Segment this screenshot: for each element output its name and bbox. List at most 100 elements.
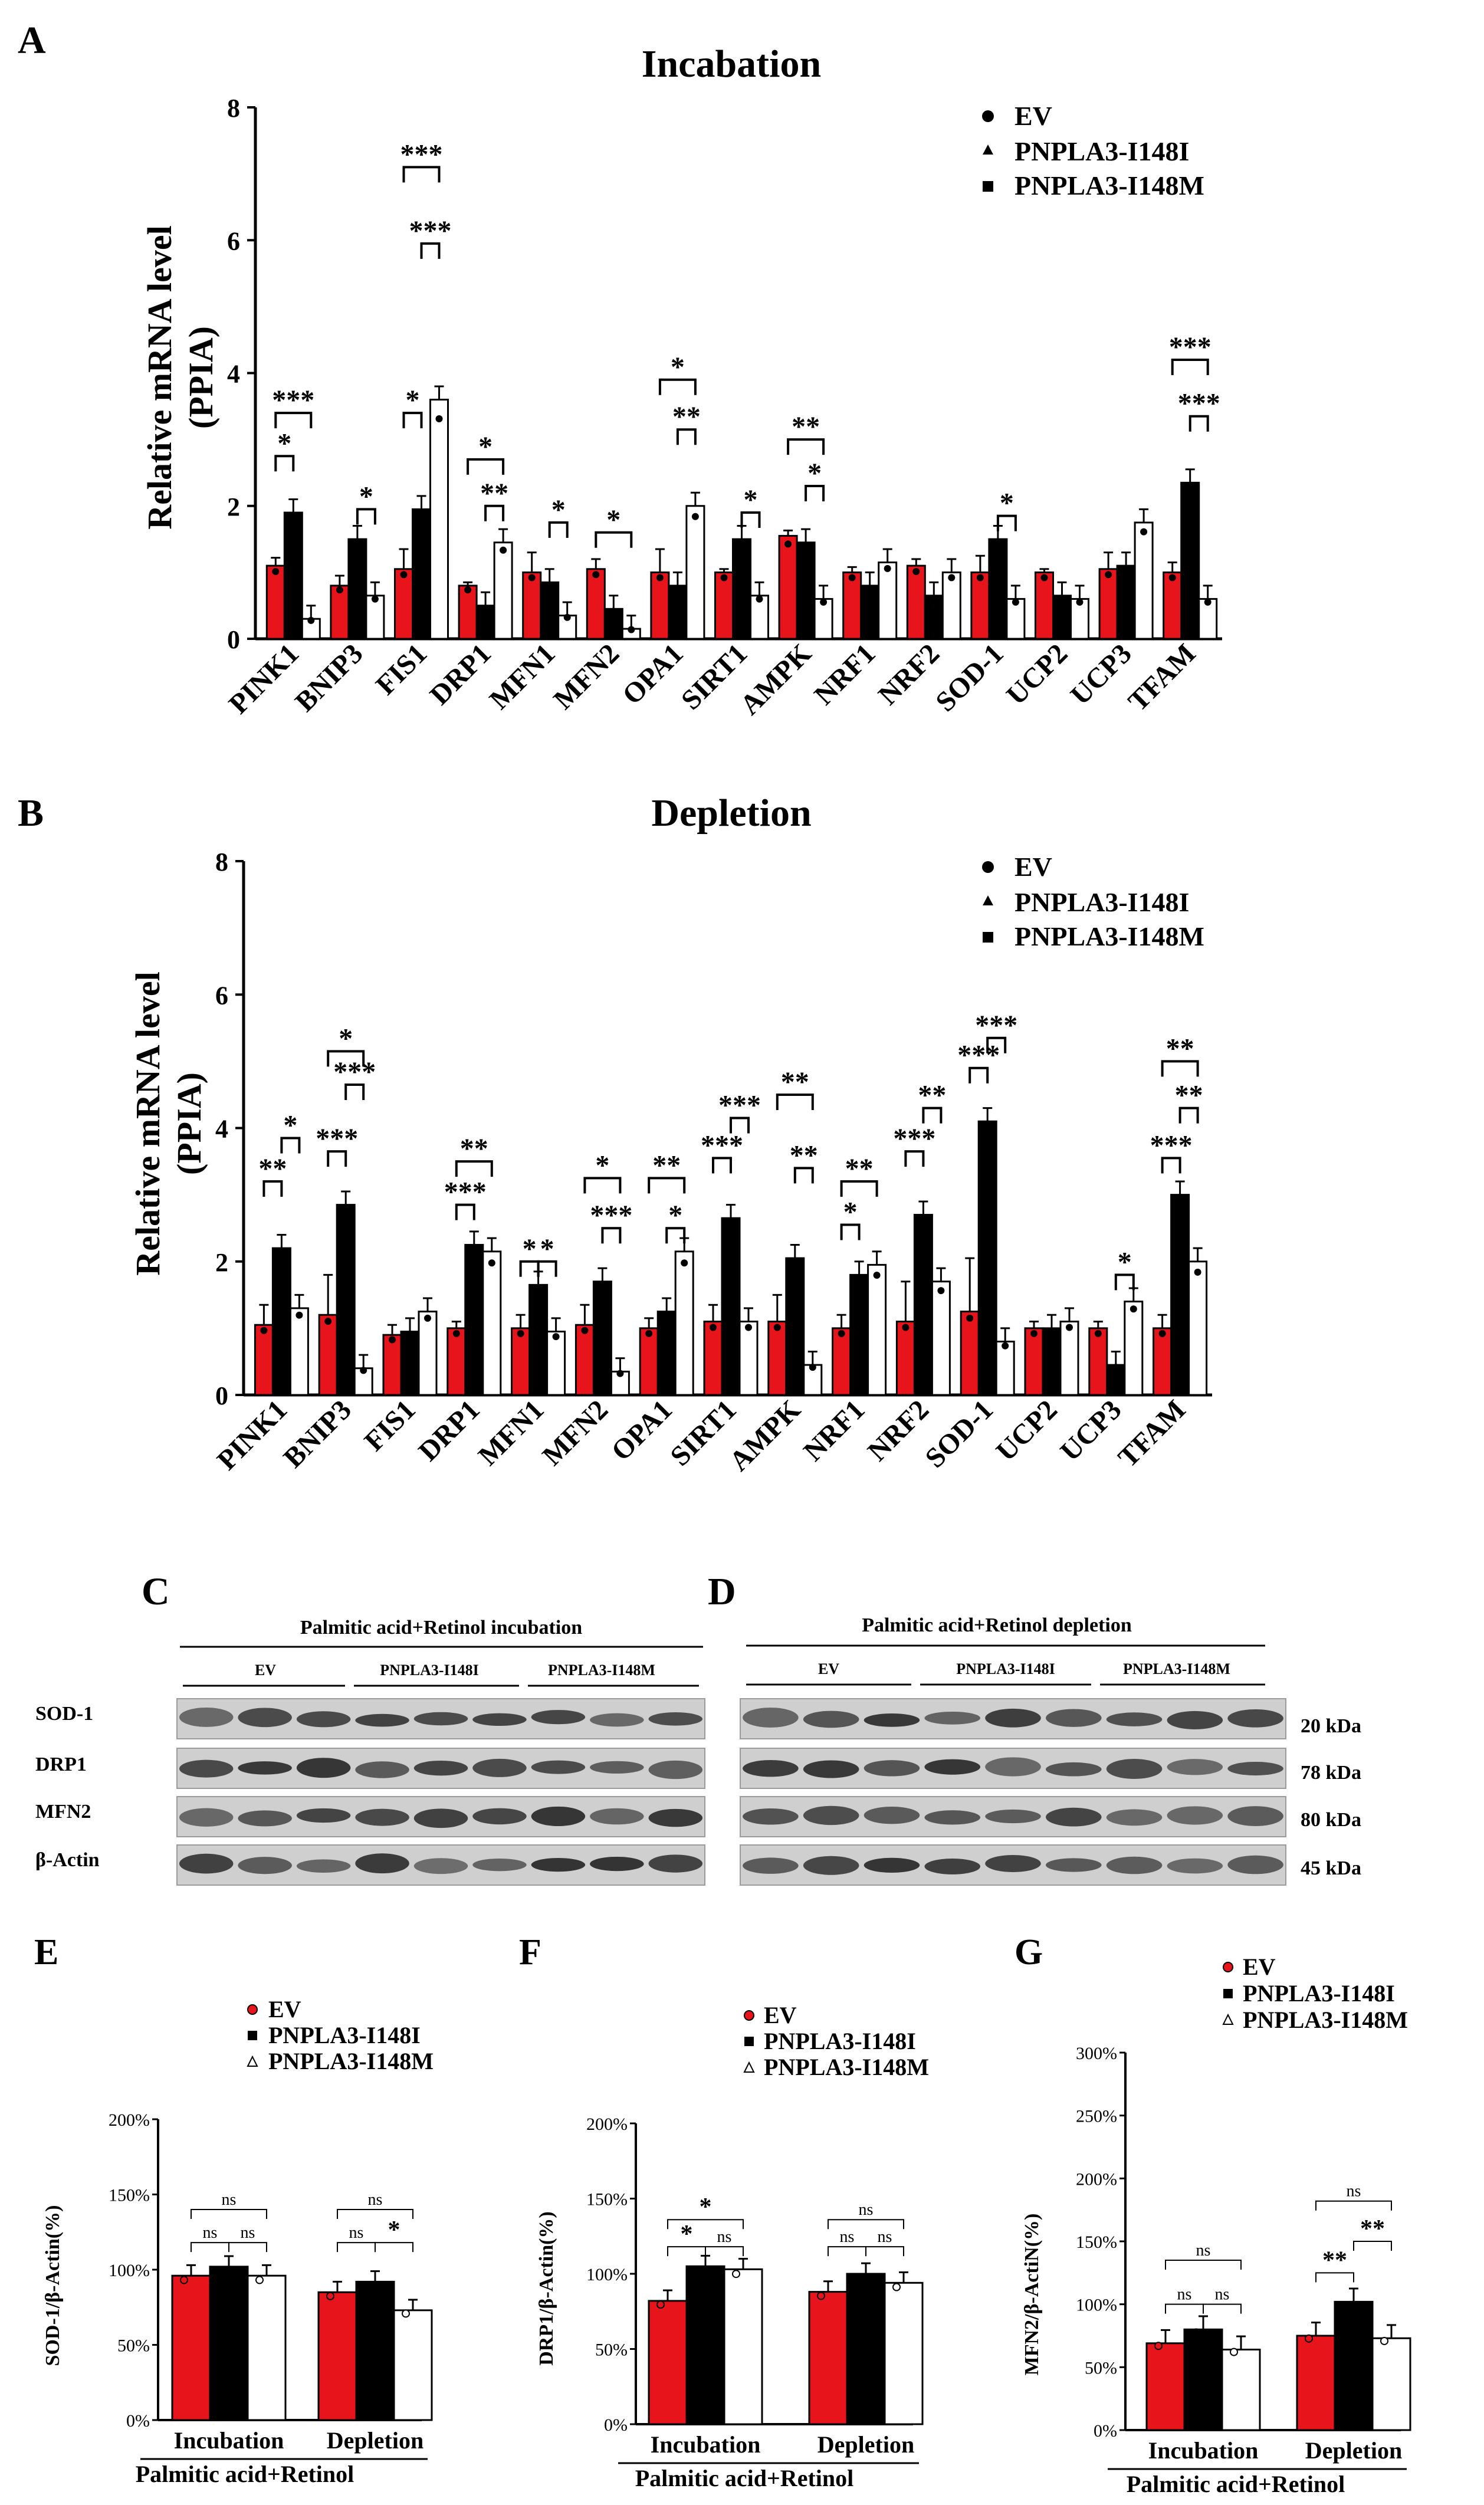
y-tick-label: 300% <box>1076 2044 1117 2063</box>
data-point <box>552 1333 560 1341</box>
significance-label: *** <box>400 139 443 170</box>
bar-depletion-s0 <box>317 2291 357 2421</box>
blot-d-title: Palmitic acid+Retinol depletion <box>862 1614 1132 1636</box>
blot-band <box>590 1761 644 1774</box>
significance-label: * <box>283 1109 297 1141</box>
data-point <box>500 546 507 554</box>
panel-letter-g: G <box>1014 1932 1043 1972</box>
blot-band <box>238 1857 292 1874</box>
category-label: Incubation <box>1148 2437 1259 2464</box>
significance-label: ** <box>790 1140 818 1171</box>
y-tick-label: 0% <box>604 2415 628 2435</box>
significance-bracket <box>1203 2303 1242 2314</box>
blot-band <box>355 1808 409 1826</box>
data-point <box>1176 1207 1184 1214</box>
data-point <box>1192 2328 1200 2337</box>
bar-drp1-s2 <box>493 541 513 640</box>
significance-label: * <box>681 2221 693 2248</box>
bar-depletion-s0 <box>1296 2335 1336 2431</box>
panel-letter-e: E <box>34 1932 58 1972</box>
blot-band <box>531 1760 586 1774</box>
data-point <box>694 2267 702 2276</box>
significance-label: ** <box>1175 1080 1203 1111</box>
data-point <box>324 1318 332 1325</box>
significance-bracket <box>705 2246 744 2257</box>
bar-bnip3-s1 <box>336 1204 356 1396</box>
blot-band <box>864 1713 920 1727</box>
blot-band <box>1227 1761 1283 1776</box>
significance-label: * <box>478 431 493 462</box>
bar-opa1-s2 <box>685 505 705 640</box>
data-point <box>902 1324 910 1331</box>
chart-a-legend: EV PNPLA3-I148I PNPLA3-I148M <box>982 101 1204 201</box>
data-point <box>482 605 490 612</box>
blot-band <box>648 1712 703 1726</box>
panel-letter-c: C <box>142 1570 170 1613</box>
significance-label: *** <box>957 1040 1000 1071</box>
bar-tfam-s1 <box>1180 481 1200 640</box>
bar-tfam-s2 <box>1188 1260 1208 1396</box>
data-point <box>873 1272 881 1279</box>
blot-d-group-i148m: PNPLA3-I148M <box>1123 1660 1230 1677</box>
significance-label: * <box>388 2217 400 2244</box>
significance-bracket <box>648 1177 686 1194</box>
data-point <box>1380 2336 1388 2345</box>
bar-sirt1-s1 <box>721 1217 741 1396</box>
data-point <box>260 1327 268 1334</box>
bar-drp1-s2 <box>482 1250 502 1396</box>
significance-bracket <box>356 508 376 525</box>
bar-sod-1-s1 <box>988 538 1008 640</box>
blot-band <box>864 1760 920 1777</box>
significance-bracket <box>776 1093 814 1110</box>
bar-ucp2-s0 <box>1024 1327 1044 1396</box>
legend-a-i148m-label: PNPLA3-I148M <box>1014 170 1204 201</box>
bar-mfn1-s1 <box>528 1283 549 1396</box>
data-point <box>517 1329 524 1337</box>
data-point <box>984 1140 991 1147</box>
bar-sirt1-s1 <box>732 538 751 640</box>
significance-bracket <box>1161 1157 1181 1174</box>
data-point <box>452 1329 460 1337</box>
blot-band <box>985 1854 1041 1872</box>
significance-label: ns <box>222 2191 237 2209</box>
significance-label: *** <box>1178 388 1220 419</box>
bar-opa1-s2 <box>674 1250 694 1396</box>
significance-label: ns <box>241 2224 255 2242</box>
bar-depletion-s2 <box>884 2281 924 2425</box>
chart-g-xlabel: Palmitic acid+Retinol <box>1127 2471 1345 2497</box>
data-point <box>464 586 472 594</box>
data-point <box>727 1229 734 1236</box>
data-point <box>371 595 379 603</box>
data-point <box>1030 1329 1038 1337</box>
significance-bracket <box>840 1223 861 1240</box>
data-point <box>326 2291 334 2300</box>
legend-f-ev-marker <box>744 2010 754 2021</box>
bar-ucp2-s0 <box>1035 571 1054 640</box>
significance-label: * <box>744 484 758 516</box>
significance-bracket <box>402 166 441 183</box>
significance-label: ns <box>1196 2241 1211 2260</box>
bar-sod-1-s2 <box>995 1341 1015 1396</box>
blot-band <box>743 1759 799 1777</box>
significance-label: ns <box>878 2228 892 2246</box>
chart-g-mfn2: MFN2/β-ActiN(%) Palmitic acid+Retinol EV… <box>1021 1954 1411 2497</box>
y-tick-label: 50% <box>1085 2358 1117 2378</box>
legend-f-ev-label: EV <box>764 2002 797 2028</box>
bar-incubation-s0 <box>648 2300 688 2425</box>
data-point <box>912 568 920 576</box>
blot-band <box>803 1805 859 1826</box>
y-tick-label: 0% <box>1094 2421 1117 2441</box>
significance-label: *** <box>701 1130 743 1161</box>
bar-nrf1-s1 <box>860 585 880 640</box>
blot-band <box>924 1759 980 1775</box>
significance-bracket <box>455 1160 493 1177</box>
significance-label: *** <box>1169 331 1212 363</box>
significance-bracket <box>280 1137 301 1154</box>
blot-band <box>1106 1712 1163 1726</box>
data-point <box>838 1329 845 1337</box>
data-point <box>435 415 443 422</box>
significance-label: ** <box>1322 2247 1347 2274</box>
significance-bracket <box>402 412 423 429</box>
blot-size-sod1: 20 kDa <box>1301 1715 1361 1737</box>
